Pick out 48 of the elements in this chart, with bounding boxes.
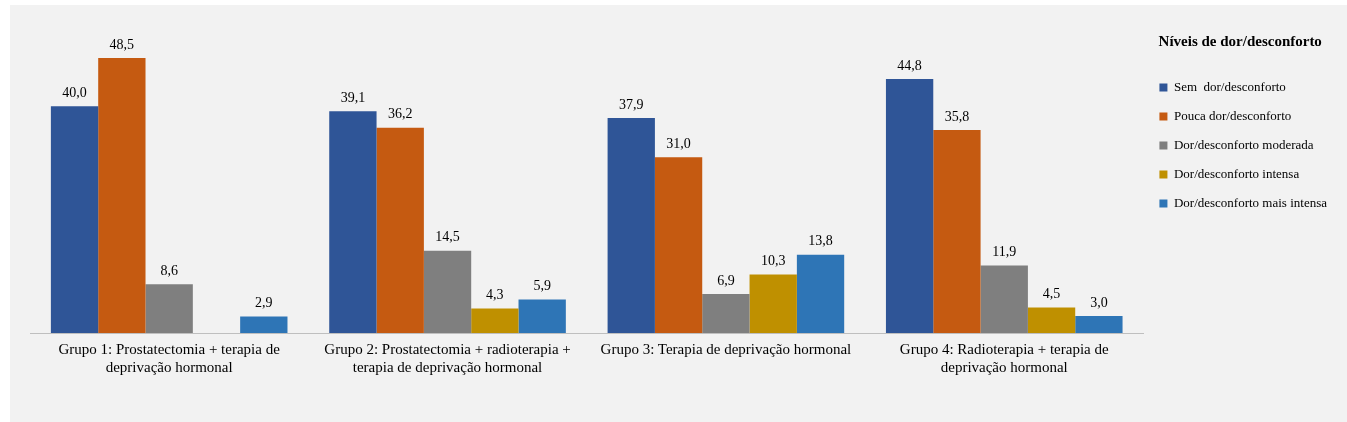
legend-label: Dor/desconforto moderada [1173, 136, 1314, 152]
data-label: 40,0 [62, 84, 87, 100]
data-label: 5,9 [533, 278, 551, 294]
bar [702, 293, 750, 333]
bar [240, 316, 288, 333]
legend-label: Pouca dor/desconforto [1173, 107, 1292, 123]
bar [145, 284, 193, 333]
data-label: 35,8 [944, 108, 970, 124]
data-label: 4,3 [486, 287, 504, 303]
bar [980, 265, 1028, 333]
bar [376, 127, 424, 333]
data-label: 39,1 [340, 89, 366, 105]
data-label: 2,9 [255, 295, 273, 311]
bar [607, 118, 655, 333]
bar [749, 274, 797, 333]
x-tick-label: Grupo 2: Prostatectomia + radioterapia + terapia de deprivação hormonal [324, 340, 571, 375]
x-tick-label: Grupo 3: Terapia de deprivação hormonal [600, 340, 852, 357]
legend-title: Níveis de dor/desconforto [1158, 33, 1322, 50]
bar [471, 308, 519, 333]
legend-label: Sem dor/desconforto [1173, 78, 1286, 94]
data-label: 13,8 [808, 233, 833, 249]
data-label: 11,9 [992, 244, 1017, 260]
bar [885, 78, 934, 333]
bar [1027, 307, 1076, 333]
data-label: 10,3 [760, 253, 786, 269]
data-label: 3,0 [1090, 294, 1108, 310]
bar [1075, 315, 1123, 333]
data-label: 37,9 [619, 96, 644, 112]
data-label: 4,5 [1042, 286, 1061, 302]
bar [933, 130, 981, 333]
data-label: 8,6 [160, 262, 178, 278]
x-tick-label: Grupo 1: Prostatectomia + terapia de deprivação hormonal [58, 340, 281, 375]
data-label: 44,8 [897, 57, 922, 73]
bar [518, 299, 566, 333]
legend-label: Dor/desconforto mais intensa [1173, 194, 1328, 210]
data-label: 31,0 [666, 135, 691, 151]
legend-label: Dor/desconforto intensa [1173, 165, 1300, 181]
bar [654, 157, 703, 333]
bar [329, 111, 377, 333]
bar [98, 58, 146, 333]
data-label: 6,9 [717, 272, 735, 288]
x-tick-label: Grupo 4: Radioterapia + terapia de deprivação hormonal [899, 340, 1109, 375]
bar [796, 254, 845, 333]
bar [423, 250, 472, 333]
data-label: 14,5 [435, 229, 460, 245]
data-label: 36,2 [387, 106, 413, 122]
bar [50, 106, 99, 333]
data-label: 48,5 [109, 36, 135, 52]
